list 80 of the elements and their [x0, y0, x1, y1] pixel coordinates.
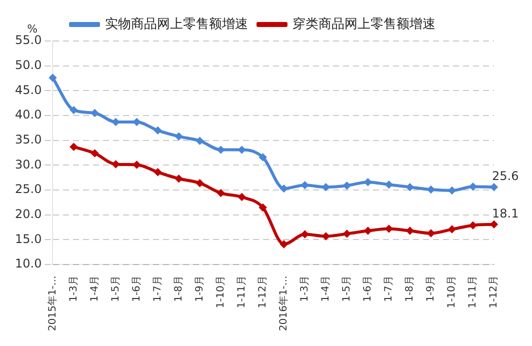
point — [364, 178, 372, 186]
point — [49, 74, 56, 82]
x-tick-label: 1-10月 — [446, 276, 458, 308]
x-tick-label: 1-4月 — [89, 276, 100, 302]
x-tick-label: 1-7月 — [152, 276, 164, 302]
point — [343, 230, 350, 238]
x-tick-label: 2016年1-… — [277, 276, 290, 331]
point — [196, 137, 204, 144]
x-tick-label: 1-8月 — [173, 276, 184, 302]
x-tick-label: 1-5月 — [110, 276, 122, 302]
x-tick-label: 1-9月 — [426, 276, 437, 302]
x-tick-label: 1-4月 — [320, 276, 332, 302]
point — [301, 230, 308, 238]
legend-label: 实物商品网上零售额增速 — [105, 16, 248, 32]
y-tick-label: 20.0 — [15, 207, 42, 222]
point — [217, 146, 224, 154]
y-tick-label: 55.0 — [15, 33, 42, 48]
point — [70, 143, 78, 150]
point — [196, 180, 204, 187]
point — [322, 184, 330, 191]
x-tick-label: 1-6月 — [131, 276, 142, 302]
point — [280, 240, 288, 248]
point — [259, 204, 266, 211]
point — [133, 161, 140, 168]
point — [280, 185, 288, 192]
x-tick-label: 2015年1-… — [46, 276, 58, 331]
point — [427, 186, 434, 194]
point — [112, 160, 120, 168]
point — [238, 194, 246, 201]
point — [217, 190, 224, 197]
x-tick-label: 1-9月 — [194, 276, 206, 302]
point — [91, 110, 98, 117]
point — [427, 230, 434, 237]
x-tick-label: 1-12月 — [257, 276, 268, 308]
x-tick-label: 1-11月 — [468, 276, 479, 308]
point — [490, 220, 498, 228]
x-tick-label: 1-8月 — [404, 276, 416, 302]
x-tick-label: 1-3月 — [299, 276, 310, 302]
point — [406, 227, 414, 234]
y-tick-label: 45.0 — [15, 82, 42, 97]
point — [385, 181, 392, 188]
y-tick-label: 25.0 — [15, 182, 42, 196]
x-tick-label: 1-5月 — [342, 276, 352, 302]
point — [154, 126, 162, 134]
x-tick-label: 1-10月 — [215, 276, 226, 308]
point — [259, 154, 266, 161]
point — [112, 118, 120, 126]
x-tick-label: 1-3月 — [68, 276, 80, 302]
point — [469, 222, 476, 229]
point — [70, 106, 78, 114]
point — [175, 175, 182, 182]
point — [385, 225, 392, 232]
y-tick-label: 35.0 — [15, 132, 42, 146]
point — [175, 132, 182, 140]
x-tick-label: 1-7月 — [384, 276, 395, 302]
x-tick-label: 1-11月 — [236, 276, 248, 308]
point — [364, 227, 372, 234]
point — [301, 182, 308, 189]
y-axis-title: % — [27, 22, 38, 36]
legend-label: 穿类商品网上零售额增速 — [292, 16, 436, 32]
point — [469, 183, 476, 190]
x-tick-label: 1-12月 — [488, 276, 500, 308]
point — [490, 184, 498, 191]
data-label: 18.1 — [492, 206, 519, 220]
point — [406, 184, 414, 191]
point — [238, 146, 246, 154]
point — [133, 118, 140, 126]
y-tick-label: 40.0 — [15, 108, 42, 122]
point — [154, 168, 162, 176]
point — [448, 187, 456, 194]
point — [343, 182, 350, 190]
data-label: 25.6 — [492, 169, 519, 184]
y-tick-label: 15.0 — [15, 232, 42, 246]
x-tick-label: 1-6月 — [362, 276, 374, 302]
y-tick-label: 30.0 — [15, 157, 42, 172]
point — [91, 150, 98, 157]
y-tick-label: 10.0 — [15, 256, 42, 271]
point — [448, 226, 456, 233]
point — [322, 232, 330, 240]
y-tick-label: 50.0 — [15, 58, 42, 72]
